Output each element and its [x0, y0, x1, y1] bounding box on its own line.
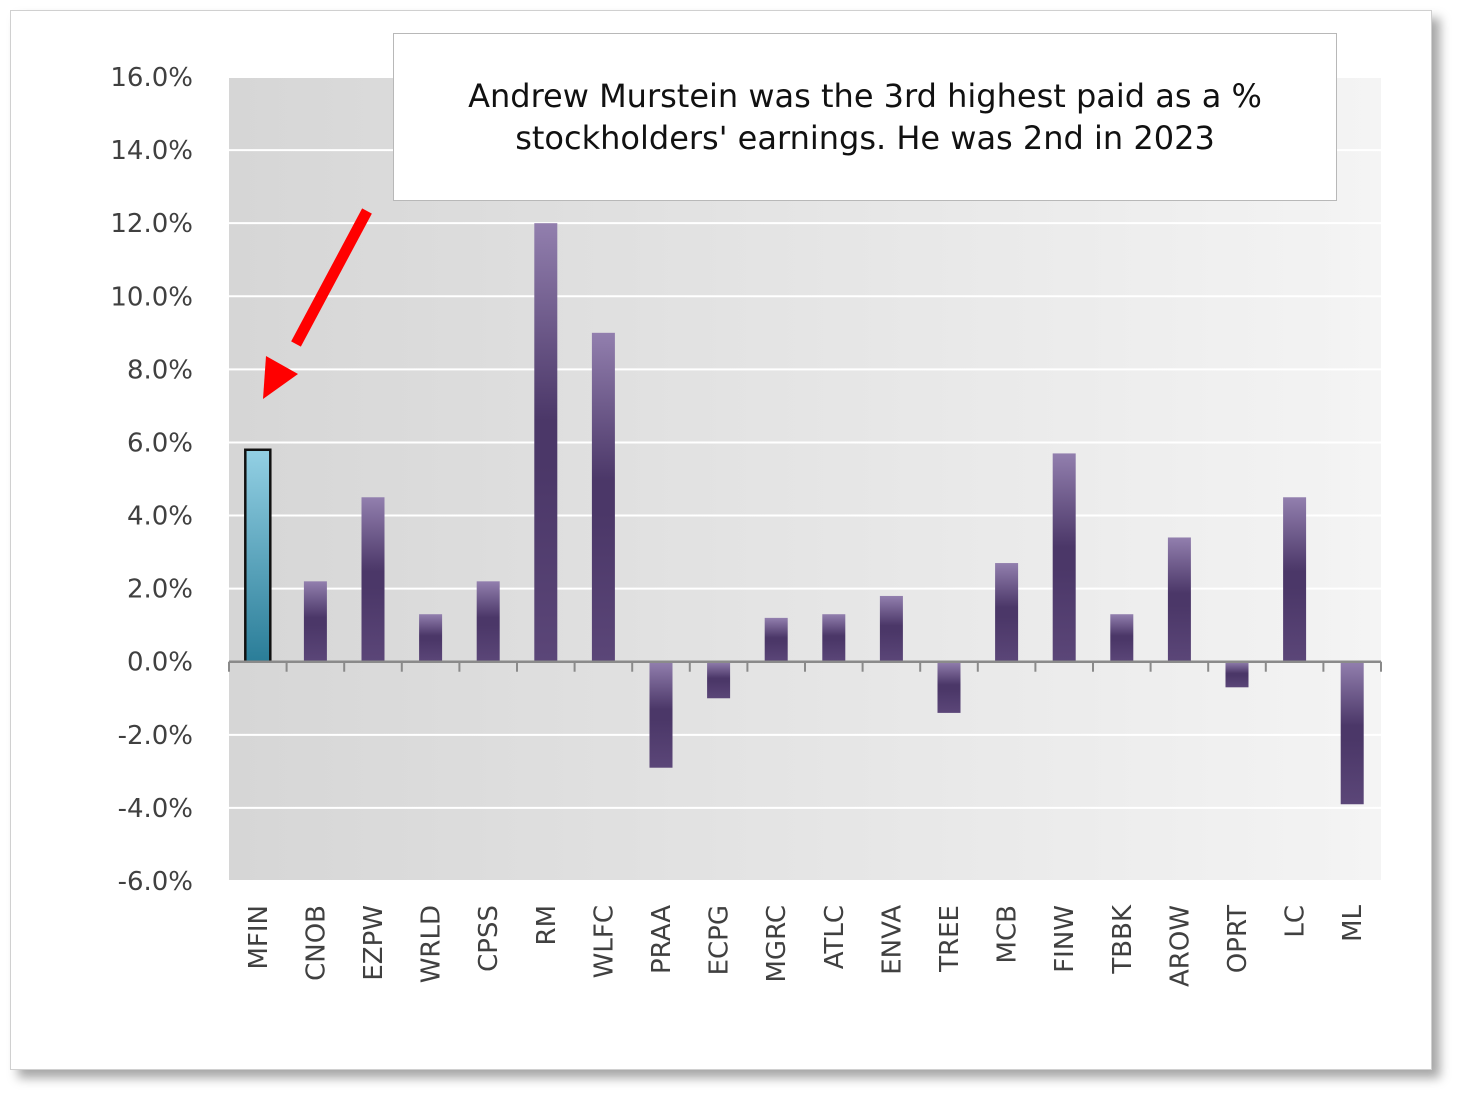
plot-area: [229, 77, 1381, 881]
y-tick-label: -2.0%: [118, 721, 193, 751]
y-tick-label: 16.0%: [110, 63, 193, 93]
x-tick-label: OPRT: [1223, 905, 1253, 973]
x-tick-label: PRAA: [647, 905, 677, 974]
bar-praa: [649, 661, 673, 768]
x-tick-label: MGRC: [762, 905, 792, 983]
bar-mcb: [995, 563, 1019, 662]
bar-chart: 16.0% 14.0% 12.0% 10.0% 8.0% 6.0% 4.0% 2.0% 0.0%…: [110, 63, 1382, 987]
x-tick-label: TREE: [935, 905, 965, 973]
bars: [244, 223, 1364, 805]
bar-lc: [1283, 497, 1307, 662]
bar-mgrc: [764, 617, 788, 662]
y-tick-label: 10.0%: [110, 282, 193, 312]
bar-ml: [1340, 661, 1364, 805]
y-tick-label: 14.0%: [110, 136, 193, 166]
bar-finw: [1052, 453, 1076, 662]
annotation-box: Andrew Murstein was the 3rd highest paid…: [393, 33, 1337, 201]
x-tick-label: LC: [1281, 905, 1311, 938]
bar-ecpg: [707, 661, 731, 699]
y-tick-label: -6.0%: [118, 867, 193, 897]
x-axis: [228, 660, 1382, 672]
x-tick-label: MFIN: [244, 905, 274, 970]
bar-cpss: [476, 581, 500, 662]
x-tick-label: MCB: [993, 905, 1023, 963]
x-tick-label: TBBK: [1108, 904, 1138, 975]
x-tick-label: CNOB: [301, 905, 331, 981]
x-tick-label: FINW: [1050, 905, 1080, 973]
annotation-text: Andrew Murstein was the 3rd highest paid…: [468, 76, 1262, 157]
y-tick-label: 12.0%: [110, 209, 193, 239]
y-tick-label: 8.0%: [127, 355, 193, 385]
bar-enva: [879, 595, 903, 662]
x-tick-label: WLFC: [589, 905, 619, 978]
y-tick-label: 2.0%: [127, 575, 193, 605]
bar-cnob: [303, 581, 327, 662]
x-tick-label: ML: [1338, 904, 1368, 941]
x-tick-label: CPSS: [474, 905, 504, 972]
y-tick-label: 6.0%: [127, 428, 193, 458]
x-tick-label: EZPW: [359, 905, 389, 981]
bar-wrld: [419, 614, 443, 662]
y-tick-label: -4.0%: [118, 794, 193, 824]
x-tick-label: WRLD: [417, 905, 447, 983]
bar-tree: [937, 661, 961, 713]
x-tick-label: ATLC: [820, 905, 850, 969]
bar-wlfc: [591, 332, 615, 662]
x-axis-ticks: MFIN CNOB EZPW WRLD CPSS RM WLFC PRAA ECPG MGRC AT…: [244, 904, 1368, 987]
y-tick-label: 4.0%: [127, 502, 193, 532]
red-arrow-icon: [263, 208, 372, 399]
bar-oprt: [1225, 661, 1249, 688]
chart-frame: 16.0% 14.0% 12.0% 10.0% 8.0% 6.0% 4.0% 2.0% 0.0%…: [10, 10, 1432, 1070]
y-axis-ticks: 16.0% 14.0% 12.0% 10.0% 8.0% 6.0% 4.0% 2.0% 0.0%…: [110, 63, 193, 897]
x-tick-label: RM: [532, 905, 562, 946]
bar-mfin: [244, 448, 272, 663]
bar-arow: [1167, 537, 1191, 662]
bar-ezpw: [361, 497, 385, 662]
y-tick-label: 0.0%: [127, 648, 193, 678]
x-tick-label: ECPG: [705, 905, 735, 975]
x-tick-label: AROW: [1165, 905, 1195, 987]
x-tick-label: ENVA: [877, 905, 907, 975]
bar-tbbk: [1110, 614, 1134, 662]
bar-rm: [534, 223, 558, 662]
bar-atlc: [822, 614, 846, 662]
